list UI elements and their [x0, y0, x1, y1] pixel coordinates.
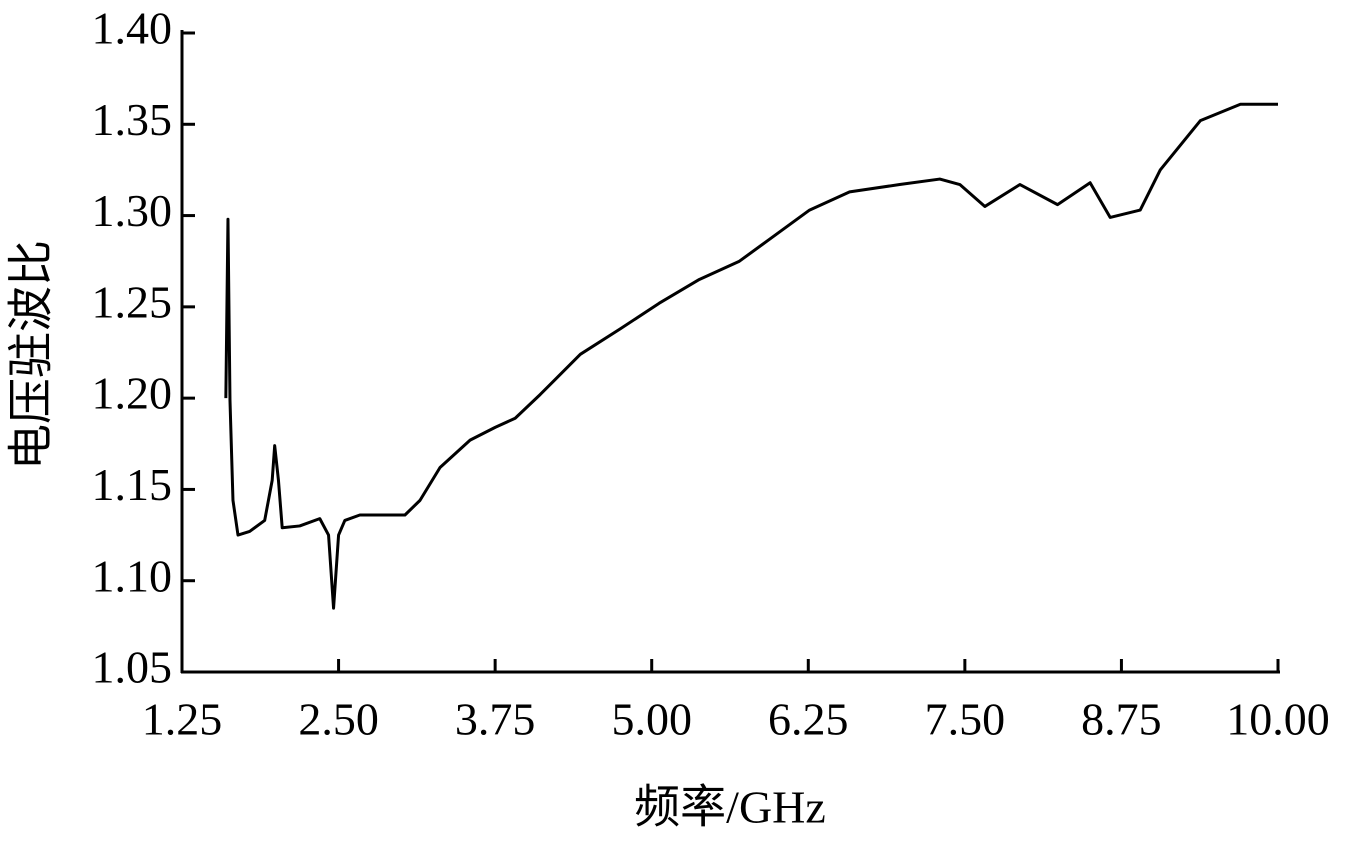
x-tick-label: 3.75 [455, 694, 536, 745]
x-tick-label: 1.25 [142, 694, 223, 745]
y-tick-label: 1.30 [92, 185, 173, 236]
x-tick-label: 5.00 [611, 694, 692, 745]
x-tick-label: 2.50 [298, 694, 379, 745]
y-tick-label: 1.35 [92, 94, 173, 145]
y-tick-label: 1.25 [92, 276, 173, 327]
x-tick-label: 8.75 [1081, 694, 1162, 745]
x-axis-label: 频率/GHz [634, 782, 826, 833]
y-tick-label: 1.40 [92, 3, 173, 54]
x-tick-label: 10.00 [1226, 694, 1330, 745]
y-tick-label: 1.05 [92, 642, 173, 693]
x-tick-label: 6.25 [768, 694, 849, 745]
y-tick-label: 1.15 [92, 459, 173, 510]
line [224, 102, 1278, 610]
y-tick-label: 1.20 [92, 368, 173, 419]
x-tick-label: 7.50 [925, 694, 1006, 745]
y-axis-label: 电压驻波比 [6, 240, 57, 470]
y-tick-label: 1.10 [92, 550, 173, 601]
